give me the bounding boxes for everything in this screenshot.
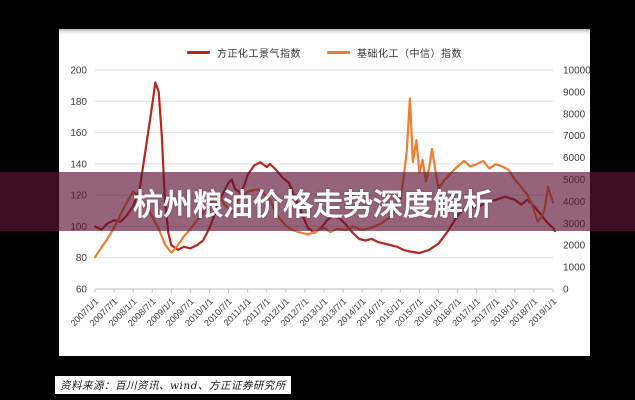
source-text: 资料来源：百川资讯、wind、方正证券研究所 <box>60 379 286 392</box>
red-line-swatch-icon <box>187 51 210 54</box>
legend-item-citic-index: 基础化工（中信）指数 <box>327 45 462 60</box>
y-axis-label-right: 10000 <box>563 66 590 77</box>
banner-title: 杭州粮油价格走势深度解析 <box>133 188 493 222</box>
overlay-banner: 杭州粮油价格走势深度解析 <box>0 172 635 231</box>
y-axis-label-right: 9000 <box>563 87 586 98</box>
y-axis-label-left: 140 <box>70 159 87 170</box>
y-axis-label-right: 1000 <box>563 263 586 274</box>
y-axis-label-right: 2000 <box>563 241 586 252</box>
chart-legend: 方正化工景气指数 基础化工（中信）指数 <box>59 45 590 60</box>
y-axis-label-right: 7000 <box>563 131 586 142</box>
y-axis-label-left: 200 <box>70 66 87 77</box>
y-axis-label-left: 80 <box>76 253 88 264</box>
source-bar: 资料来源：百川资讯、wind、方正证券研究所 <box>55 376 291 394</box>
orange-line-swatch-icon <box>327 51 350 54</box>
y-axis-label-left: 60 <box>76 285 88 296</box>
legend-label: 基础化工（中信）指数 <box>357 49 462 60</box>
y-axis-label-right: 0 <box>563 285 569 296</box>
y-axis-label-left: 180 <box>70 97 87 108</box>
y-axis-label-right: 8000 <box>563 109 586 120</box>
legend-item-fangzheng-index: 方正化工景气指数 <box>187 45 301 60</box>
y-axis-label-right: 6000 <box>563 153 586 164</box>
y-axis-label-left: 160 <box>70 128 87 139</box>
legend-label: 方正化工景气指数 <box>217 49 301 60</box>
